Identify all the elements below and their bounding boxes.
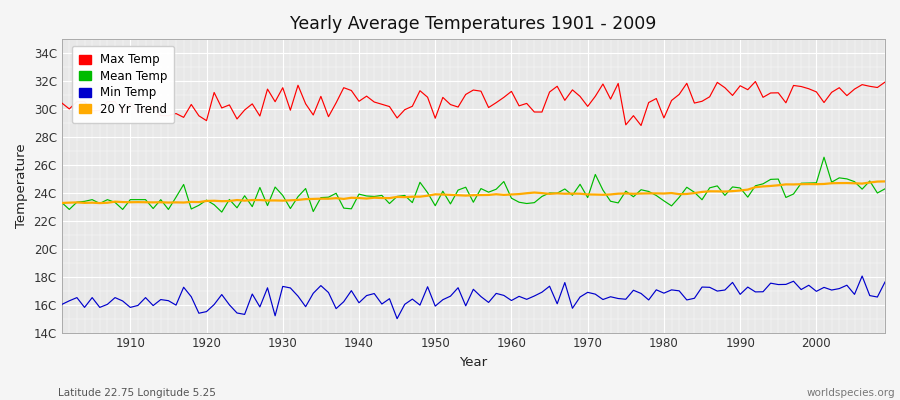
Y-axis label: Temperature: Temperature bbox=[15, 143, 28, 228]
Title: Yearly Average Temperatures 1901 - 2009: Yearly Average Temperatures 1901 - 2009 bbox=[290, 15, 656, 33]
Text: Latitude 22.75 Longitude 5.25: Latitude 22.75 Longitude 5.25 bbox=[58, 388, 216, 398]
Legend: Max Temp, Mean Temp, Min Temp, 20 Yr Trend: Max Temp, Mean Temp, Min Temp, 20 Yr Tre… bbox=[72, 46, 175, 123]
X-axis label: Year: Year bbox=[459, 356, 488, 369]
Text: worldspecies.org: worldspecies.org bbox=[807, 388, 896, 398]
